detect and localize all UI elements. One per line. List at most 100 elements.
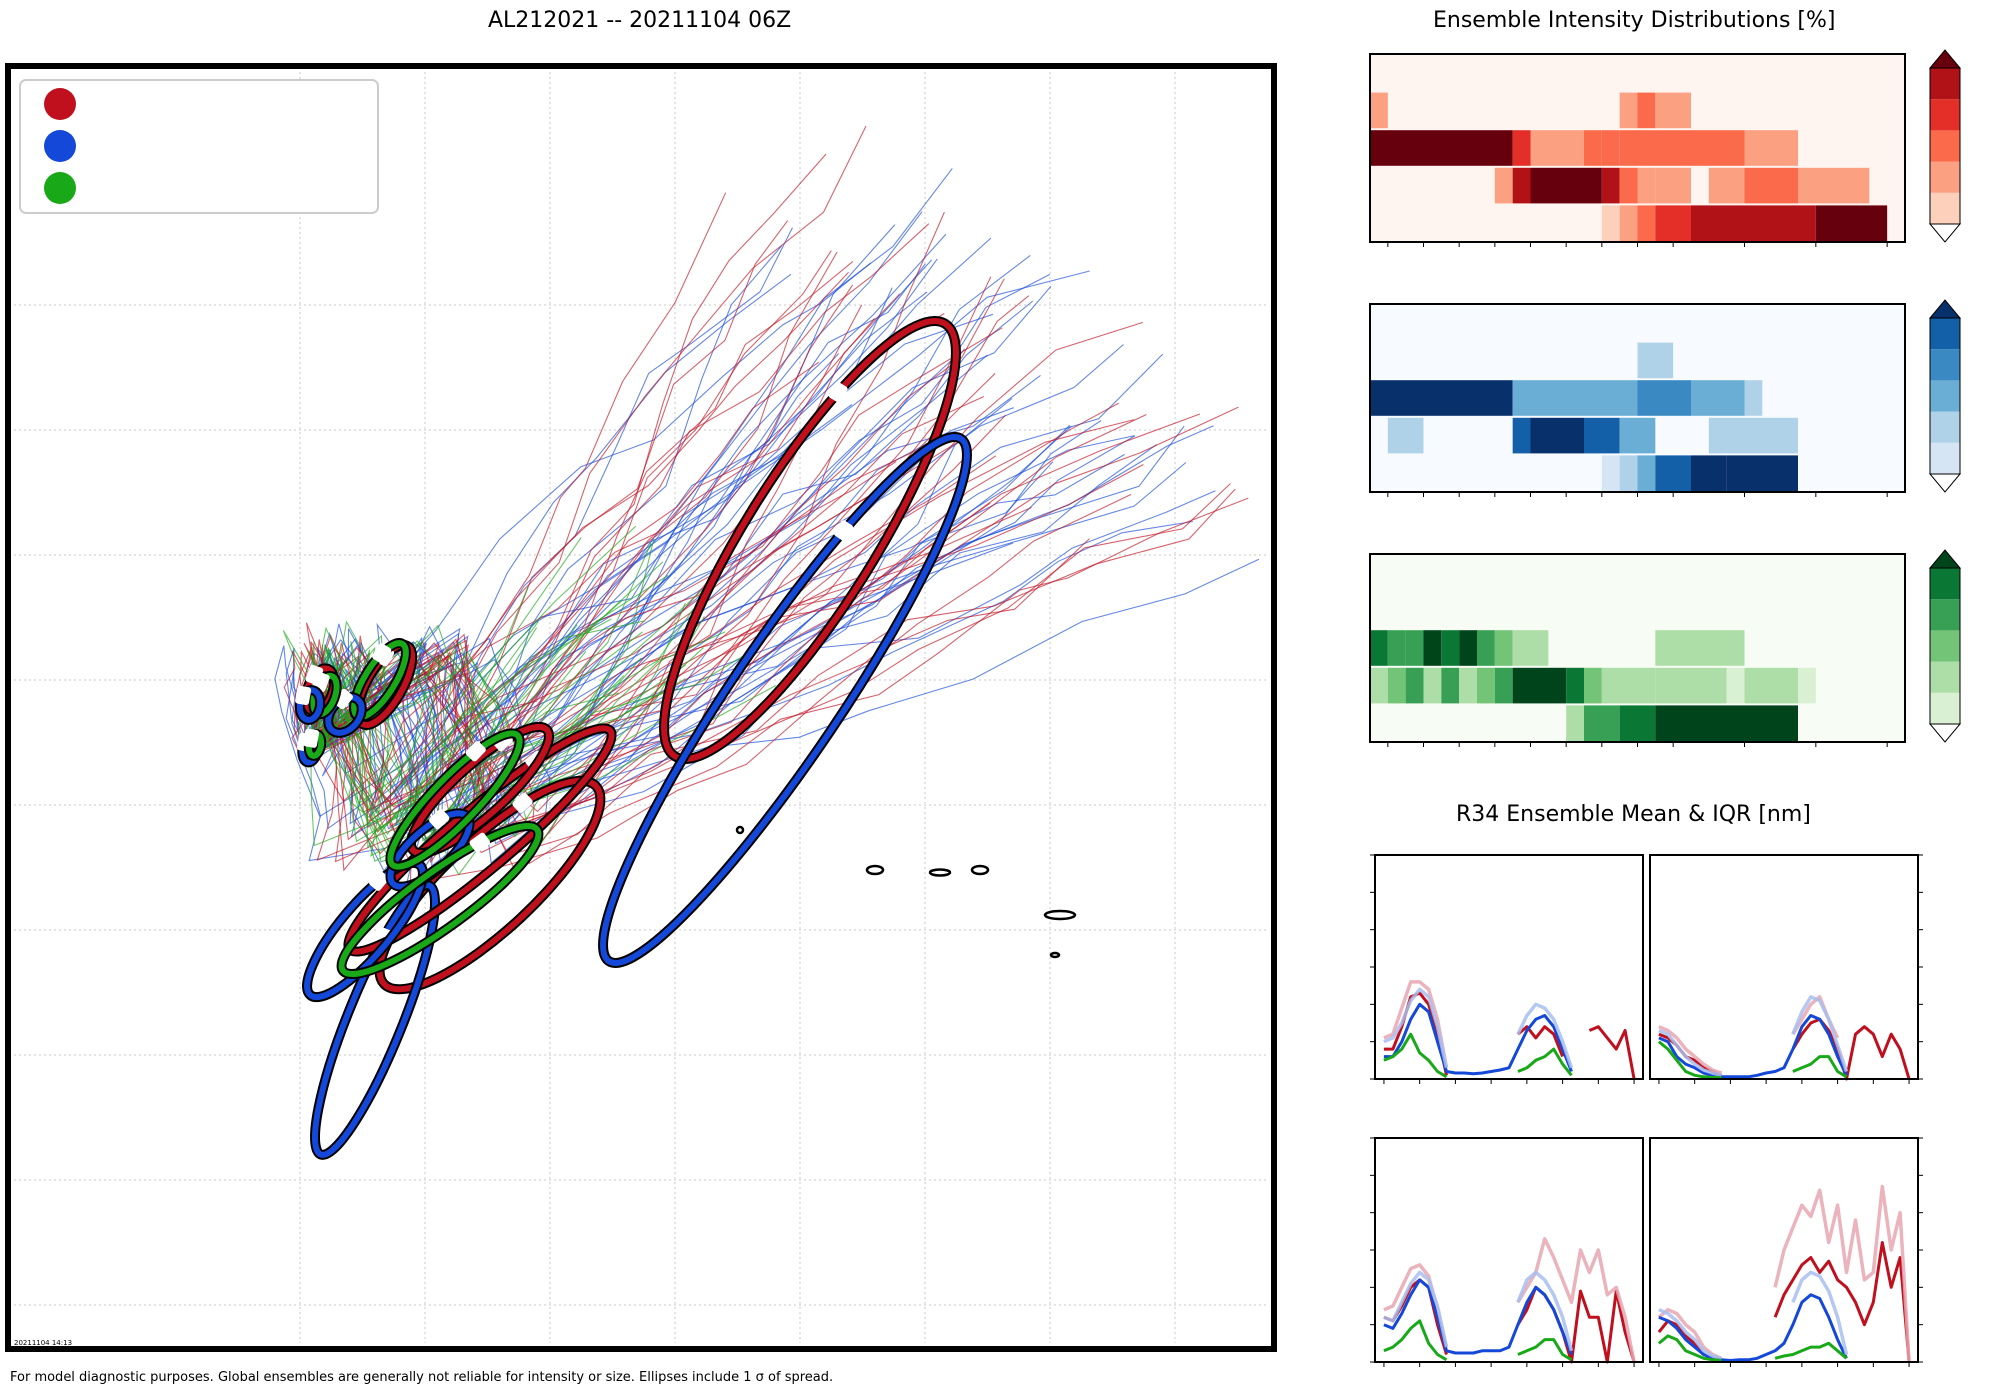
heatmap-cell [1405, 630, 1424, 666]
colorbar-segment [1930, 692, 1960, 724]
heatmap-cell [1584, 417, 1620, 454]
heatmap-cell [1619, 417, 1638, 454]
ellipse-band [311, 882, 439, 1158]
r34-series-line [1657, 1334, 1848, 1362]
colorbar-segment [1930, 568, 1960, 600]
heatmap-cell [1566, 705, 1584, 741]
heatmap-cell [1405, 667, 1424, 704]
heatmap-cell [1798, 205, 1816, 241]
footnote: For model diagnostic purposes. Global en… [10, 1370, 834, 1385]
ensemble-track [317, 211, 945, 841]
colorbar-min-arrow [1928, 473, 1962, 493]
heatmap-cell [1512, 630, 1549, 666]
r34-series-line [1657, 1184, 1911, 1363]
ensemble-track [318, 444, 1157, 819]
uncertainty-ellipse-ecmwf-48 [302, 857, 428, 1003]
r34-series-line [1658, 1293, 1848, 1362]
map-frame [5, 63, 1277, 1352]
uncertainty-ellipse-mogreps-g-0 [303, 728, 327, 761]
heatmap-cell [1601, 205, 1620, 241]
intensity-panel-title: Ensemble Intensity Distributions [%] [1433, 8, 1836, 33]
ensemble-track [302, 538, 655, 840]
legend-marker-gefs [44, 88, 76, 120]
ensemble-track [309, 624, 726, 787]
ensemble-track [285, 273, 792, 830]
heatmap-cell [1477, 667, 1495, 704]
heatmap-cell [1512, 667, 1567, 704]
colorbar-max-arrow [1928, 549, 1962, 569]
heatmap-ecmwf [1369, 299, 1962, 497]
r34-series-line [1658, 1270, 1849, 1360]
heatmap-cell [1566, 667, 1584, 704]
heatmap-cell [1494, 167, 1513, 204]
island-outline [865, 864, 885, 876]
heatmap-cell [1744, 667, 1798, 704]
uncertainty-ellipse-ecmwf-12 [294, 685, 326, 725]
r34-chart-frame [1374, 1137, 1644, 1363]
heatmap-cell [1708, 167, 1745, 204]
r34-series-line [1658, 1014, 1848, 1079]
uncertainty-ellipse-mogreps-g-48 [336, 821, 544, 979]
colorbar-segment [1930, 599, 1960, 631]
timestamp-stamp: 20211104 14:13 [14, 1339, 72, 1347]
ellipse-label-bg [469, 832, 491, 853]
ensemble-track [305, 327, 1003, 813]
map-legend [19, 79, 379, 214]
heatmap-cell [1655, 667, 1727, 704]
legend-marker-ecmwf [44, 130, 76, 162]
heatmap-cell [1601, 455, 1620, 491]
ellipse-band [408, 723, 552, 857]
colorbar-segment [1930, 442, 1960, 474]
ensemble-track [311, 497, 1249, 865]
heatmap-cell [1512, 417, 1531, 454]
heatmap-cell [1637, 417, 1656, 454]
heatmap-cell [1798, 667, 1816, 704]
ellipse-label-bg [295, 685, 312, 706]
heatmap-cell [1441, 630, 1460, 666]
colorbar-min-arrow [1928, 223, 1962, 243]
ellipse-label-bg [369, 870, 389, 891]
heatmap-cell [1387, 667, 1406, 704]
heatmap-cell [1637, 92, 1656, 129]
heatmap-cell [1619, 705, 1656, 741]
heatmap-cell [1744, 380, 1763, 416]
colorbar-segment [1930, 411, 1960, 443]
heatmap-cell [1387, 630, 1406, 666]
r34-series-line [1658, 995, 1840, 1075]
r34-chart-nwq [1370, 854, 1644, 1084]
r34-chart-swq [1370, 1137, 1644, 1367]
heatmap-cell [1744, 205, 1798, 241]
colorbar-frame [1929, 317, 1961, 475]
r34-series-line [1383, 980, 1449, 1069]
colorbar-frame [1929, 67, 1961, 225]
island-outline [1043, 909, 1077, 921]
ellipse-band [304, 859, 426, 1001]
colorbar-segment [1930, 380, 1960, 412]
ellipse-band [387, 730, 523, 870]
ellipse-label-bg [303, 728, 320, 748]
ellipse-label-bg [833, 520, 854, 541]
uncertainty-ellipse-mogreps-g-36 [385, 728, 525, 872]
heatmap-cell [1530, 380, 1638, 416]
heatmap-cell [1512, 380, 1531, 416]
heatmap-cell [1637, 380, 1691, 416]
heatmap-cell [1494, 667, 1513, 704]
heatmap-cell [1530, 130, 1584, 166]
island-outline [970, 864, 990, 876]
r34-chart-neq [1649, 854, 1923, 1084]
r34-series-line [1383, 1278, 1636, 1364]
colorbar-frame [1929, 567, 1961, 725]
colorbar-max-arrow [1928, 49, 1962, 69]
ellipse-label-bg [429, 809, 450, 830]
heatmap-cell [1691, 205, 1745, 241]
r34-panel-title: R34 Ensemble Mean & IQR [nm] [1456, 802, 1811, 827]
heatmap-cell [1619, 455, 1638, 491]
heatmap-cell [1370, 92, 1388, 129]
ellipse-band [600, 434, 970, 966]
ellipse-label-bg [333, 688, 353, 710]
ellipse-label-bg [828, 381, 848, 403]
heatmap-cell [1691, 455, 1727, 491]
island-outline [1049, 951, 1061, 959]
ensemble-track [317, 574, 669, 834]
heatmap-mogreps-g [1369, 549, 1962, 747]
